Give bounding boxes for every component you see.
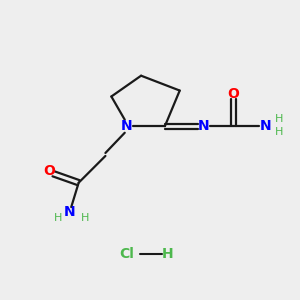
Text: O: O	[227, 86, 239, 100]
Text: H: H	[54, 213, 62, 224]
Text: H: H	[275, 127, 284, 137]
Text: N: N	[260, 119, 272, 133]
Text: H: H	[80, 213, 89, 224]
Text: N: N	[198, 119, 209, 133]
Text: Cl: Cl	[119, 247, 134, 261]
Text: N: N	[120, 119, 132, 133]
Text: H: H	[275, 114, 284, 124]
Text: H: H	[162, 247, 174, 261]
Text: N: N	[64, 206, 76, 219]
Text: O: O	[43, 164, 55, 178]
